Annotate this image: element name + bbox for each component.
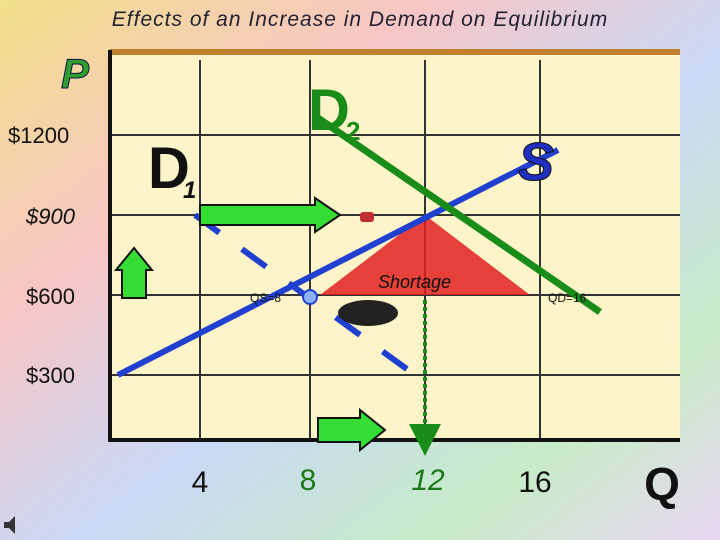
shortage-icon [338,300,398,326]
qd-label: QD=16 [548,291,587,305]
p-label: P [61,50,90,97]
d2-subscript: 2 [346,116,360,146]
quantity-label: 4 [192,466,209,499]
price-label: $300 [26,363,75,388]
shift-arrow [199,196,342,234]
price-label: $600 [26,284,75,309]
shortage-label: Shortage [378,272,451,292]
supply-curve [116,147,560,378]
q-label: Q [644,458,680,510]
d1-subscript: 1 [183,177,196,204]
d1-letter: D [148,136,190,201]
shift-arrow [317,407,387,453]
d2-letter: D [308,78,350,143]
quantity-label: 12 [411,464,445,497]
s-label: S [518,132,554,192]
equilibrium-point [302,289,318,305]
up-arrow [113,246,155,299]
title: Effects of an Increase in Demand on Equi… [112,8,608,31]
marker [360,212,374,222]
quantity-labels: 4 8 12 16 [192,464,552,499]
price-label: $1200 [8,123,69,148]
quantity-label: 16 [518,466,551,499]
speaker-icon[interactable] [4,516,15,534]
price-labels: $1200 $900 $600 $300 [8,123,76,388]
quantity-label: 8 [300,464,317,497]
qs-label: QS=8 [250,291,281,305]
demand-2-curve [316,115,602,315]
shortage-area [320,215,530,295]
price-label: $900 [25,204,76,229]
